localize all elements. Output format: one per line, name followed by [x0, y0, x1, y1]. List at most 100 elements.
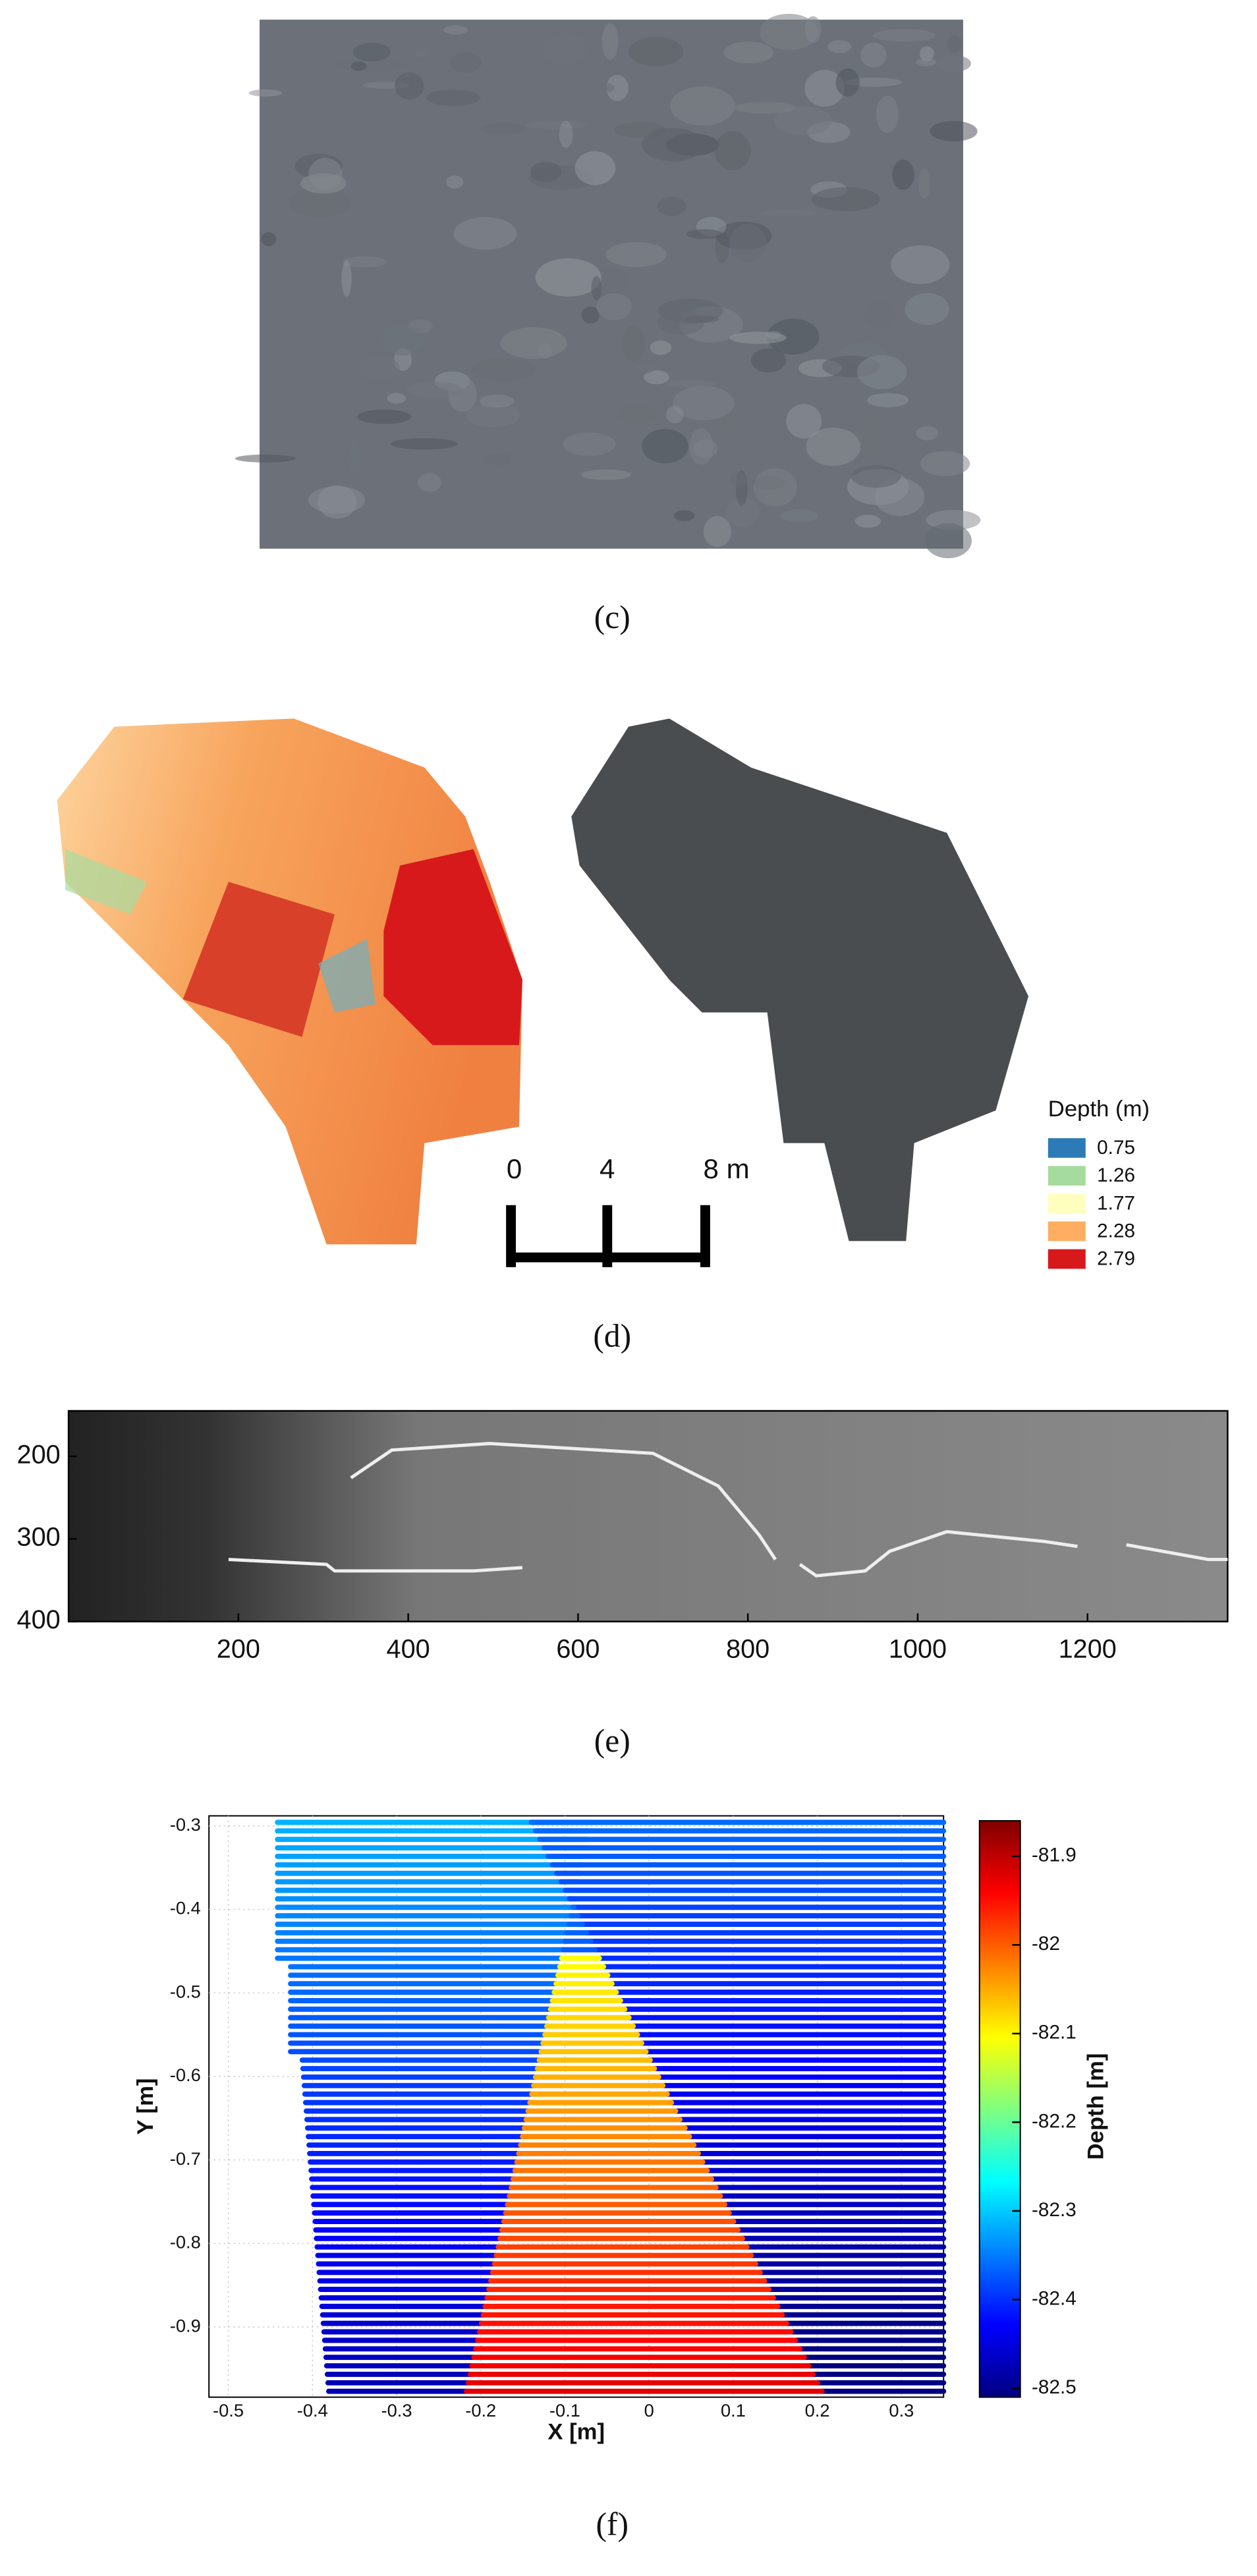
legend-label: 2.28: [1097, 1220, 1135, 1242]
pebble: [811, 186, 880, 212]
pebble: [235, 454, 296, 463]
x-tick-label: 800: [726, 1635, 769, 1664]
pebble: [600, 83, 615, 93]
depth-map-patch: [318, 938, 376, 1013]
pebble: [920, 451, 970, 476]
pebble: [780, 509, 819, 523]
x-tick-label: 1200: [1059, 1635, 1117, 1664]
y-tick-label: -0.3: [170, 1814, 201, 1835]
pebble: [617, 405, 658, 424]
orthomosaic: [571, 718, 1029, 1242]
pebble: [580, 469, 631, 480]
colorbar-ticks: -81.9 -82 -82.1 -82.2 -82.3 -82.4 -82.5: [1012, 1845, 1076, 2398]
y-axis-label: Y [m]: [133, 2078, 158, 2135]
pebble: [835, 68, 860, 97]
pebble: [390, 438, 458, 450]
pebble: [729, 223, 767, 263]
pebble: [876, 96, 899, 133]
pebble: [920, 46, 934, 62]
pebble: [530, 161, 562, 183]
pebble: [359, 356, 401, 382]
legend-swatch: [1048, 1138, 1086, 1158]
pebble: [644, 370, 670, 385]
pebble: [591, 276, 602, 301]
legend-label: 0.75: [1097, 1137, 1135, 1159]
pebble: [689, 428, 713, 465]
pebble: [729, 471, 747, 489]
panel-label: (d): [593, 1317, 631, 1354]
pebble: [672, 386, 735, 420]
seabed-echo: [228, 1442, 1228, 1578]
pebble: [574, 151, 616, 185]
legend-swatch: [1048, 1193, 1086, 1214]
legend-label: 2.79: [1097, 1248, 1135, 1270]
pebble: [639, 361, 656, 374]
y-tick-label: -0.6: [170, 2065, 201, 2085]
pebble: [342, 256, 387, 268]
pebble: [804, 16, 822, 43]
pebble: [905, 293, 949, 326]
pebble: [673, 510, 695, 521]
pebble: [443, 25, 468, 35]
pebble: [650, 340, 672, 355]
pebble: [581, 306, 600, 324]
pebble: [750, 348, 787, 373]
legend-title: Depth (m): [1048, 1097, 1150, 1122]
pebble: [856, 355, 907, 389]
pebble: [349, 438, 360, 476]
x-tick-label: 0: [644, 2400, 654, 2420]
x-tick-label: 0.3: [889, 2400, 914, 2420]
pebble: [714, 131, 751, 171]
pebble: [665, 380, 716, 388]
scale-bar-label: 0: [507, 1153, 522, 1184]
x-tick-label: -0.2: [465, 2400, 496, 2420]
pebble: [563, 432, 616, 456]
y-tick-label: -0.5: [170, 1981, 201, 2001]
pebble: [381, 324, 425, 356]
y-tick-label: -0.4: [170, 1898, 201, 1918]
scale-bar-label: 8 m: [704, 1153, 750, 1184]
panel-label: (c): [594, 599, 630, 635]
colorbar-tick-label: -82: [1032, 1933, 1060, 1955]
legend-label: 1.26: [1097, 1164, 1135, 1186]
pebble: [525, 120, 589, 129]
pebble: [449, 52, 482, 73]
legend: 0.75 1.26 1.77 2.28 2.79: [1048, 1137, 1135, 1270]
point-cloud: [275, 1819, 947, 2394]
x-tick-label: 0.1: [721, 2400, 746, 2420]
pebble: [559, 121, 573, 148]
pebble: [937, 55, 971, 72]
scale-bar: 0 4 8 m: [506, 1153, 750, 1267]
pebble: [261, 232, 277, 246]
pebble: [804, 70, 845, 107]
pebble: [725, 498, 760, 528]
pebble: [930, 121, 978, 142]
x-tick-label: 1000: [889, 1635, 947, 1664]
pebble: [350, 61, 367, 71]
pebble: [806, 427, 861, 466]
pebble: [426, 89, 481, 106]
pebble: [387, 393, 406, 404]
pebble: [729, 331, 787, 344]
colorbar-tick-label: -82.2: [1032, 2110, 1076, 2132]
y-tick-label: 200: [17, 1440, 61, 1469]
pebble: [854, 515, 881, 528]
colorbar-tick-label: -82.4: [1032, 2287, 1076, 2309]
pebble: [308, 157, 343, 190]
pebble: [734, 101, 796, 114]
pebble: [891, 245, 950, 284]
pebble: [642, 128, 705, 161]
plot-area: [208, 1815, 945, 2398]
pebble: [872, 29, 936, 42]
x-tick-label: -0.3: [381, 2400, 412, 2420]
pebble: [606, 74, 628, 101]
pebble: [596, 293, 632, 320]
pebble: [916, 426, 939, 441]
depth-map-patch: [182, 882, 335, 1037]
y-tick-label: -0.8: [170, 2232, 201, 2252]
pebble: [827, 40, 852, 53]
colorbar: [978, 1819, 1021, 2398]
axes: 200 400 600 800 1000 1200 200 300 400: [17, 1440, 1117, 1663]
